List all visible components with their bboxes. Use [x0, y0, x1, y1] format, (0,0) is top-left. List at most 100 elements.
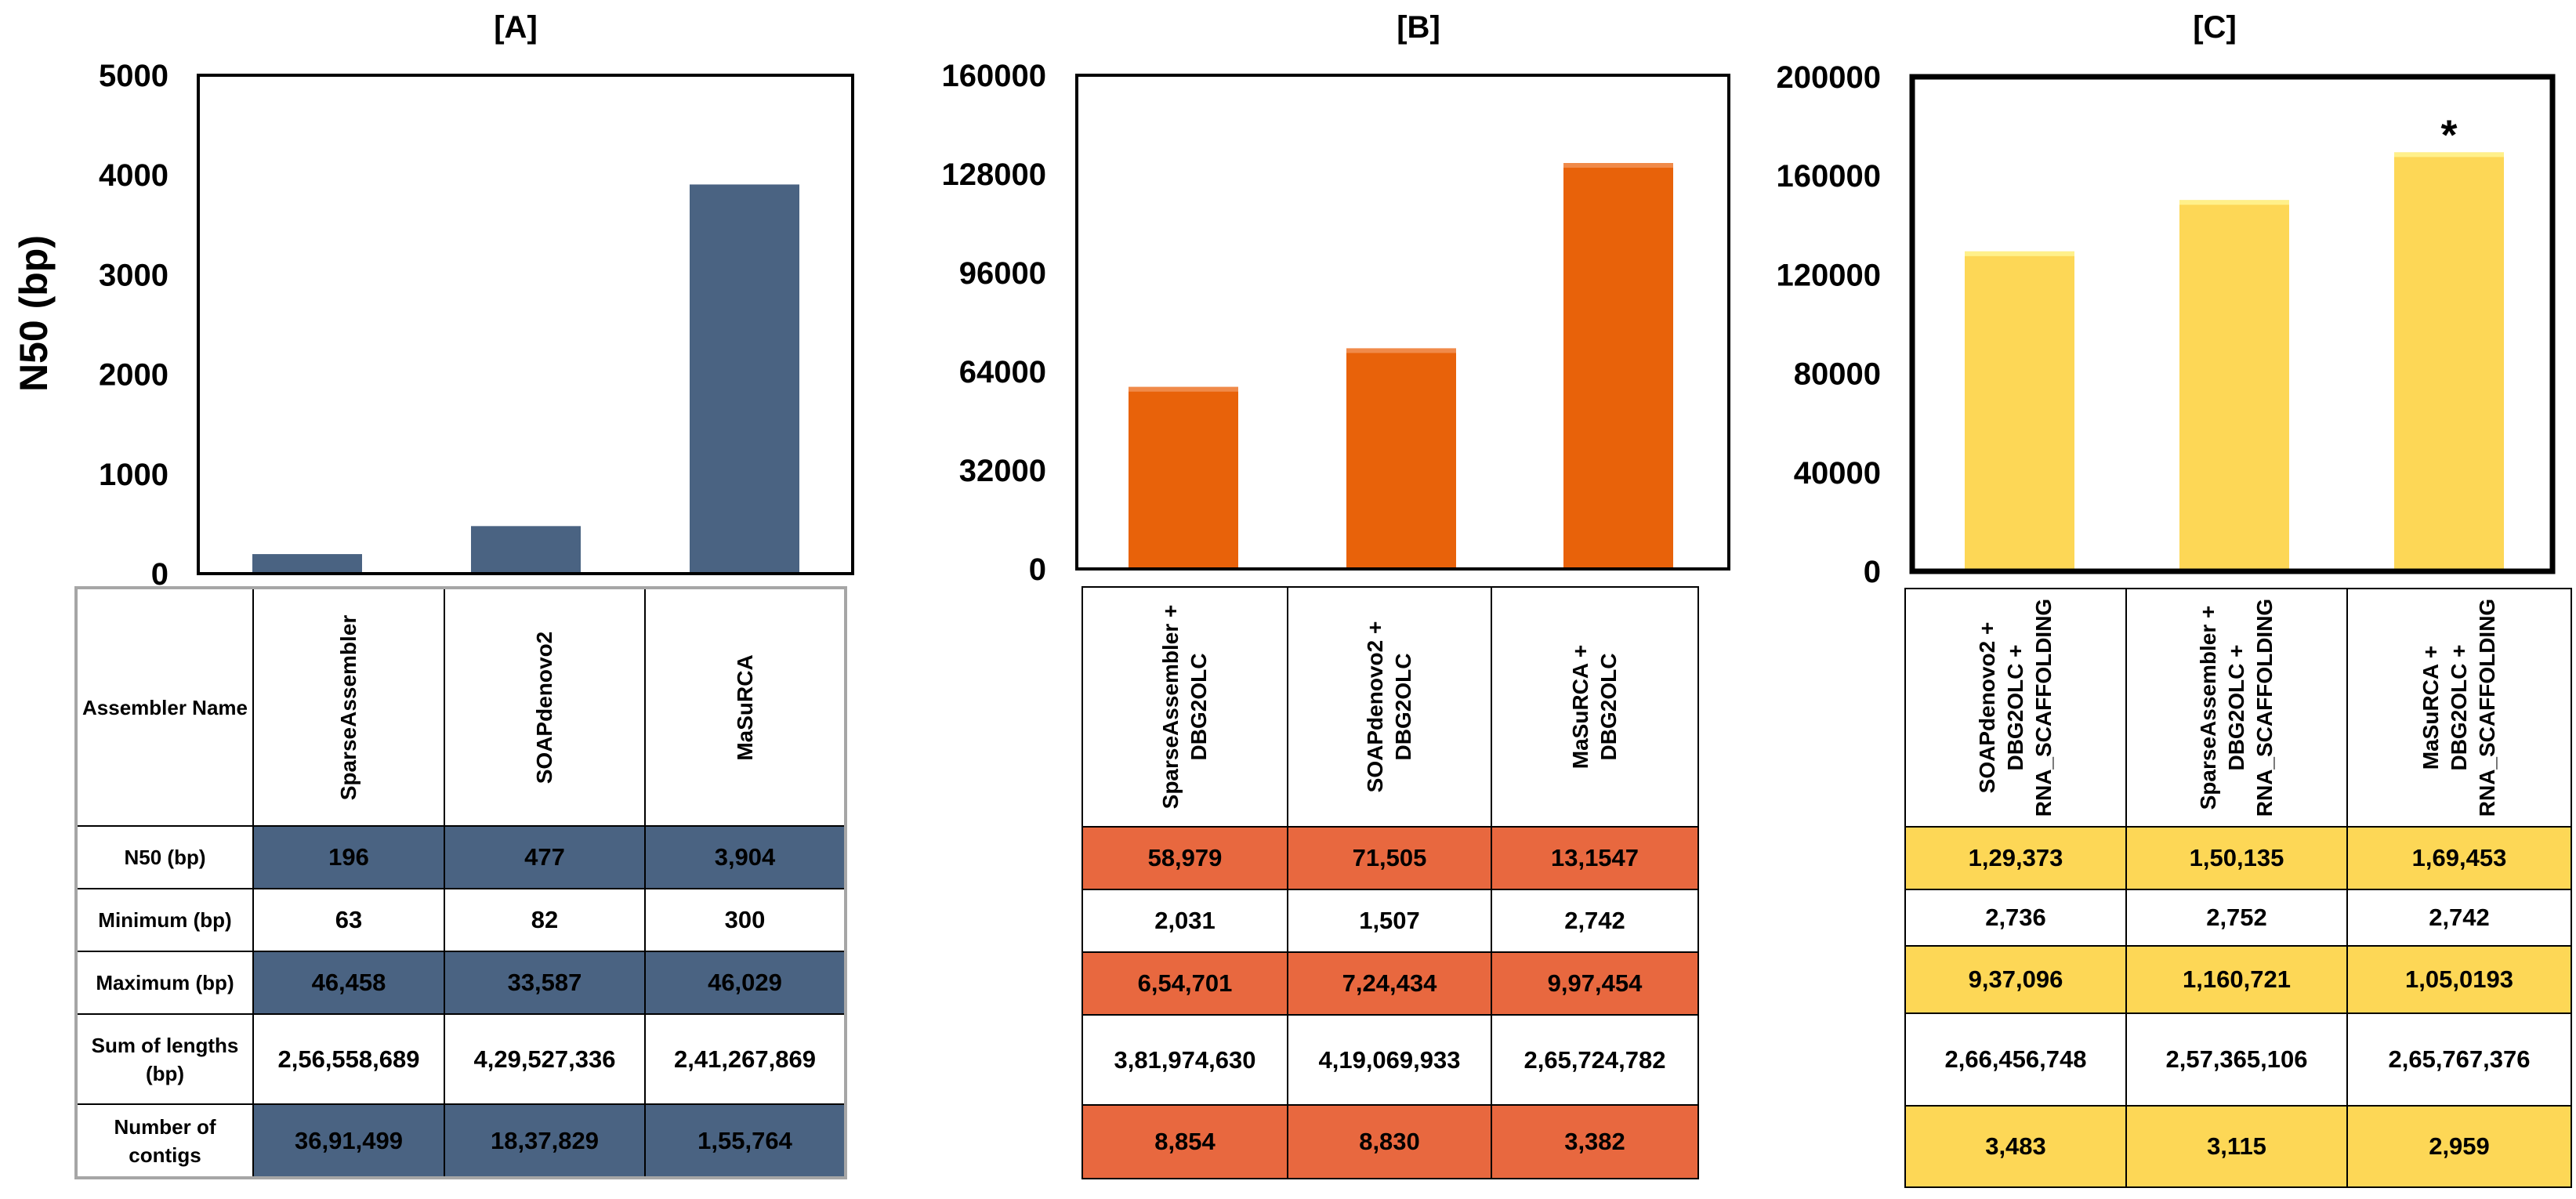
bar — [2179, 200, 2289, 571]
column-header: SparseAssembler — [252, 587, 445, 827]
table-cell: 477 — [444, 825, 646, 889]
y-tick-label: 200000 — [1777, 60, 1881, 95]
table-row: Sum of lengths (bp) 2,56,558,689 4,29,52… — [75, 1013, 846, 1105]
table-cell: 9,97,454 — [1491, 951, 1699, 1016]
table-row: 58,979 71,505 13,1547 — [1081, 826, 1699, 890]
bar — [1129, 386, 1238, 569]
table-cell: 36,91,499 — [252, 1103, 445, 1179]
table-cell: 33,587 — [444, 951, 646, 1015]
bar-highlight — [2394, 152, 2504, 158]
row-label-minimum: Minimum (bp) — [75, 888, 254, 952]
column-header: MaSuRCA — [644, 587, 846, 827]
table-row: Minimum (bp) 63 82 300 — [75, 888, 846, 952]
bar-highlight — [1346, 348, 1456, 353]
table-cell: 13,1547 — [1491, 826, 1699, 890]
table-row: 1,29,373 1,50,135 1,69,453 — [1904, 826, 2572, 890]
table-cell: 3,115 — [2125, 1105, 2348, 1188]
table-cell: 2,736 — [1904, 889, 2127, 947]
chart-title: [B] — [1397, 10, 1440, 45]
table-row: 2,031 1,507 2,742 — [1081, 889, 1699, 953]
table-cell: 18,37,829 — [444, 1103, 646, 1179]
table-row: 3,81,974,630 4,19,069,933 2,65,724,782 — [1081, 1014, 1699, 1106]
y-tick-label: 32000 — [959, 454, 1046, 488]
row-label-assembler-name: Assembler Name — [75, 587, 254, 827]
table-cell: 3,904 — [644, 825, 846, 889]
table-cell: 71,505 — [1287, 826, 1492, 890]
plot-frame — [197, 74, 854, 575]
table-cell: 2,959 — [2346, 1105, 2572, 1188]
y-tick-label: 120000 — [1777, 258, 1881, 292]
table-cell: 1,507 — [1287, 889, 1492, 953]
table-cell: 1,160,721 — [2125, 945, 2348, 1014]
table-cell: 3,382 — [1491, 1104, 1699, 1179]
table-cell: 4,29,527,336 — [444, 1013, 646, 1105]
table-row: 8,854 8,830 3,382 — [1081, 1104, 1699, 1179]
row-label-n50: N50 (bp) — [75, 825, 254, 889]
column-header: SOAPdenovo2 + DBG2OLC — [1287, 586, 1492, 828]
y-tick-label: 80000 — [1794, 357, 1881, 392]
y-tick-label: 0 — [1029, 552, 1046, 587]
column-header: SOAPdenovo2 — [444, 587, 646, 827]
bar-highlight — [2179, 200, 2289, 205]
table-cell: 1,55,764 — [644, 1103, 846, 1179]
y-tick-label: 2000 — [99, 358, 168, 393]
bar-highlight — [1965, 251, 2074, 256]
table-cell: 1,29,373 — [1904, 826, 2127, 890]
table-cell: 2,65,724,782 — [1491, 1014, 1699, 1106]
table-row: 3,483 3,115 2,959 — [1904, 1105, 2572, 1188]
table-row: Number of contigs 36,91,499 18,37,829 1,… — [75, 1103, 846, 1179]
table-cell: 46,458 — [252, 951, 445, 1015]
bar — [252, 554, 362, 574]
table-cell: 82 — [444, 888, 646, 952]
bar — [1346, 348, 1456, 569]
table-row: 6,54,701 7,24,434 9,97,454 — [1081, 951, 1699, 1016]
chart-panel-c: [C] 0 40000 80000 120000 160000 200000 * — [1777, 10, 2556, 589]
table-cell: 58,979 — [1081, 826, 1288, 890]
table-cell: 1,05,0193 — [2346, 945, 2572, 1014]
table-cell: 3,81,974,630 — [1081, 1014, 1288, 1106]
y-tick-label: 4000 — [99, 158, 168, 193]
column-header: MaSuRCA + DBG2OLC — [1491, 586, 1699, 828]
table-cell: 4,19,069,933 — [1287, 1014, 1492, 1106]
table-cell: 8,854 — [1081, 1104, 1288, 1179]
y-tick-label: 128000 — [942, 158, 1046, 192]
table-cell: 2,742 — [2346, 889, 2572, 947]
table-row: Maximum (bp) 46,458 33,587 46,029 — [75, 951, 846, 1015]
bar — [1965, 251, 2074, 571]
column-header: SOAPdenovo2 + DBG2OLC + RNA_SCAFFOLDING — [1904, 588, 2127, 828]
table-cell: 2,031 — [1081, 889, 1288, 953]
row-label-sum-of-lengths: Sum of lengths (bp) — [75, 1013, 254, 1105]
chart-panel-b: [B] 0 32000 64000 96000 128000 160000 — [942, 10, 1730, 587]
y-tick-label: 1000 — [99, 458, 168, 492]
significance-annotation: * — [2440, 111, 2457, 158]
bar-highlight — [1563, 163, 1673, 168]
row-label-number-of-contigs: Number of contigs — [75, 1103, 254, 1179]
stats-table-a: Assembler Name SparseAssembler SOAPdenov… — [74, 586, 847, 1179]
table-cell: 6,54,701 — [1081, 951, 1288, 1016]
y-axis-label: N50 (bp) — [12, 235, 56, 392]
table-cell: 8,830 — [1287, 1104, 1492, 1179]
table-cell: 3,483 — [1904, 1105, 2127, 1188]
table-cell: 9,37,096 — [1904, 945, 2127, 1014]
table-row: 2,736 2,752 2,742 — [1904, 889, 2572, 947]
table-cell: 300 — [644, 888, 846, 952]
y-tick-label: 3000 — [99, 258, 168, 292]
table-cell: 1,69,453 — [2346, 826, 2572, 890]
table-cell: 1,50,135 — [2125, 826, 2348, 890]
table-cell: 2,57,365,106 — [2125, 1012, 2348, 1107]
chart-title: [C] — [2193, 10, 2237, 45]
table-cell: 46,029 — [644, 951, 846, 1015]
bar — [690, 184, 799, 574]
column-header: SparseAssembler + DBG2OLC + RNA_SCAFFOLD… — [2125, 588, 2348, 828]
chart-title: [A] — [494, 10, 538, 45]
y-tick-label: 160000 — [1777, 159, 1881, 194]
table-cell: 2,742 — [1491, 889, 1699, 953]
table-row: N50 (bp) 196 477 3,904 — [75, 825, 846, 889]
table-cell: 2,66,456,748 — [1904, 1012, 2127, 1107]
column-header: MaSuRCA + DBG2OLC + RNA_SCAFFOLDING — [2346, 588, 2572, 828]
stats-table-c: SOAPdenovo2 + DBG2OLC + RNA_SCAFFOLDING … — [1904, 588, 2572, 1188]
plot-frame — [1075, 74, 1730, 571]
y-tick-label: 0 — [1864, 555, 1881, 589]
y-tick-label: 40000 — [1794, 456, 1881, 491]
